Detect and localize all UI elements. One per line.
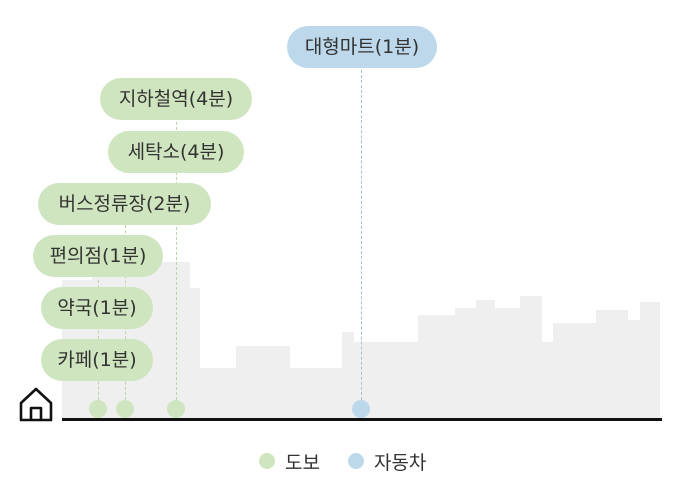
home-icon [19,387,53,422]
connector-line-subway [176,122,177,410]
place-label-bus-stop: 버스정류장(2분) [38,183,211,225]
place-label-mart: 대형마트(1분) [287,26,437,68]
legend-car: 자동차 [347,448,427,475]
connector-line-mart [361,70,362,410]
legend-walk: 도보 [259,448,320,475]
legend-car-dot [347,453,364,469]
walk-dot [89,400,107,418]
place-label-pharmacy: 약국(1분) [41,287,153,329]
legend-car-label: 자동차 [373,451,427,474]
place-label-convenience-store: 편의점(1분) [33,235,163,277]
place-label-subway: 지하철역(4분) [100,78,252,120]
place-label-laundry: 세탁소(4분) [108,131,244,173]
walk-dot [167,400,185,418]
walk-dot [116,400,134,418]
legend-walk-label: 도보 [285,451,320,474]
place-label-cafe: 카페(1분) [41,339,153,381]
car-dot [352,400,370,418]
baseline [62,418,662,421]
legend-walk-dot [259,453,275,469]
legend: 도보 자동차 [259,447,454,475]
